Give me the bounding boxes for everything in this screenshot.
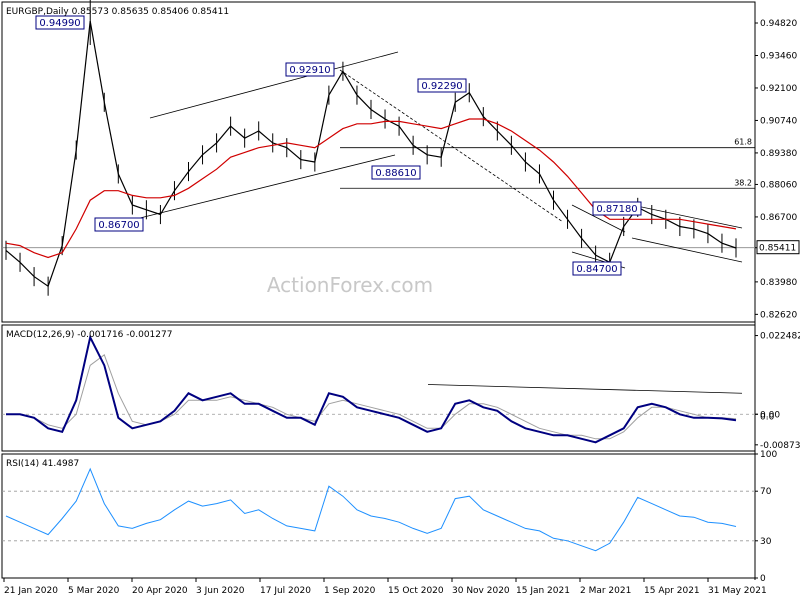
trend-line [139,154,396,219]
watermark: ActionForex.com [267,273,433,297]
rsi-tick-label: 70 [760,487,772,497]
trend-line [631,204,743,229]
macd-title: MACD(12,26,9) -0.001716 -0.001277 [6,330,172,340]
macd-tick-label: -0.008736 [760,441,800,451]
x-tick-label: 20 Apr 2020 [132,586,188,596]
macd-panel [1,324,756,452]
macd-signal-line [6,353,737,440]
price-tick-label: 0.82620 [760,310,797,320]
price-tick-label: 0.83980 [760,278,797,288]
annotation-label: 0.92910 [289,65,330,76]
trend-line [149,51,399,119]
price-tick-label: 0.86700 [760,213,797,223]
annotation-label: 0.94990 [39,18,80,29]
rsi-panel [1,453,756,579]
annotation-label: 0.87180 [596,204,637,215]
annotation-box [417,78,467,93]
annotation-box [285,62,335,77]
last-price-tag [756,240,800,255]
x-tick-label: 3 Jun 2020 [196,586,245,596]
annotation-label: 0.84700 [576,264,617,275]
annotation-box [35,15,85,30]
rsi-line [5,467,737,552]
rsi-tick-label: 30 [760,537,772,547]
macd-tick-label: 0.00 [760,410,780,420]
last-price-label: 0.85411 [759,244,796,254]
price-tick-label: 0.90740 [760,116,797,126]
annotation-label: 0.86700 [98,220,139,231]
trend-line [631,237,743,263]
x-tick-label: 15 Apr 2021 [644,586,700,596]
price-tick-label: 0.92100 [760,84,797,94]
price-tick-label: 0.94820 [760,19,797,29]
x-tick-label: 30 Nov 2020 [452,586,510,596]
x-tick-label: 15 Oct 2020 [388,586,444,596]
x-tick-label: 1 Sep 2020 [324,586,376,596]
x-tick-label: 15 Jan 2021 [516,586,570,596]
annotation-box [572,261,622,276]
fib-label: 61.8 [734,138,752,147]
x-tick-label: 2 Mar 2021 [580,586,631,596]
price-line [5,20,737,288]
sma-line [5,118,737,259]
x-tick-label: 31 May 2021 [708,586,767,596]
annotation-box [592,201,642,216]
price-tick-label: 0.93460 [760,51,797,61]
annotation-box [94,217,144,232]
annotation-box [371,165,421,180]
fib-label: 38.2 [734,178,752,187]
x-tick-label: 5 Mar 2020 [68,586,120,596]
annotation-label: 0.88610 [375,168,416,179]
price-tick-label: 0.88060 [760,180,797,190]
macd-tick-label: 0.0 [760,412,775,422]
price-title: EURGBP,Daily 0.85573 0.85635 0.85406 0.8… [6,7,229,17]
trend-line [571,204,626,233]
macd-line [6,334,737,444]
x-tick-label: 17 Jul 2020 [260,586,311,596]
trend-line [339,69,564,223]
rsi-tick-label: 0 [760,574,766,584]
macd-trend-line [427,384,743,394]
rsi-tick-label: 100 [760,450,777,460]
macd-tick-label: 0.022482 [760,332,800,342]
x-tick-label: 21 Jan 2020 [4,586,58,596]
annotation-label: 0.92290 [421,81,462,92]
price-tick-label: 0.89380 [760,149,797,159]
rsi-title: RSI(14) 41.4987 [6,459,79,469]
